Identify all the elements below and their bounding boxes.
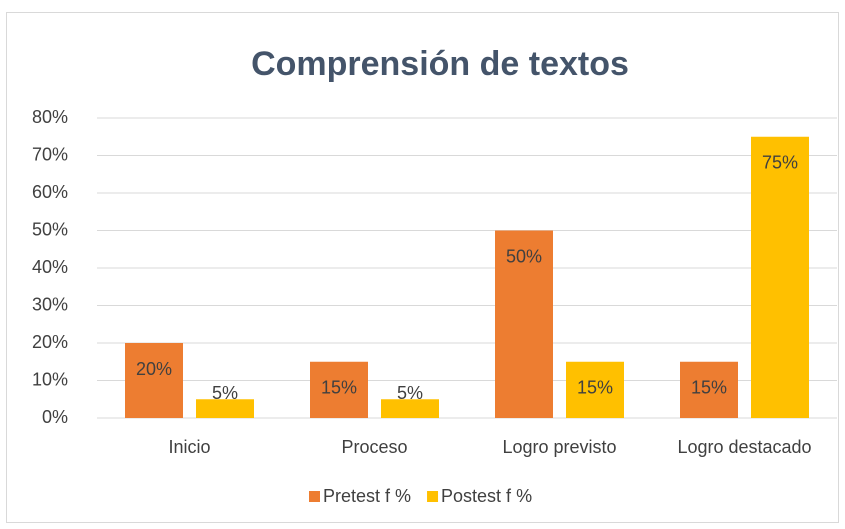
bar	[381, 399, 439, 418]
y-tick-label: 20%	[32, 332, 68, 352]
data-label: 5%	[212, 383, 238, 403]
y-tick-label: 0%	[42, 407, 68, 427]
bar	[680, 361, 738, 418]
data-label: 15%	[321, 378, 357, 398]
bar	[196, 399, 254, 418]
x-tick-label: Inicio	[168, 437, 210, 457]
data-label: 50%	[506, 246, 542, 266]
bar	[495, 230, 553, 418]
bar	[310, 361, 368, 418]
chart-title: Comprensión de textos	[251, 45, 629, 83]
y-tick-label: 40%	[32, 257, 68, 277]
data-label: 15%	[691, 378, 727, 398]
x-tick-label: Logro destacado	[677, 437, 811, 457]
x-tick-label: Logro previsto	[502, 437, 616, 457]
y-tick-label: 10%	[32, 369, 68, 389]
data-label: 15%	[577, 378, 613, 398]
legend-label: Pretest f %	[323, 486, 411, 506]
y-tick-label: 60%	[32, 182, 68, 202]
data-label: 75%	[762, 153, 798, 173]
y-tick-label: 50%	[32, 219, 68, 239]
x-tick-label: Proceso	[341, 437, 407, 457]
y-tick-label: 70%	[32, 144, 68, 164]
bar	[751, 136, 809, 418]
y-tick-label: 80%	[32, 107, 68, 127]
bar	[566, 361, 624, 418]
data-label: 5%	[397, 383, 423, 403]
bar	[125, 343, 183, 418]
y-tick-label: 30%	[32, 294, 68, 314]
legend-swatch	[309, 491, 320, 502]
data-label: 20%	[136, 359, 172, 379]
legend-label: Postest f %	[441, 486, 532, 506]
legend-swatch	[427, 491, 439, 502]
